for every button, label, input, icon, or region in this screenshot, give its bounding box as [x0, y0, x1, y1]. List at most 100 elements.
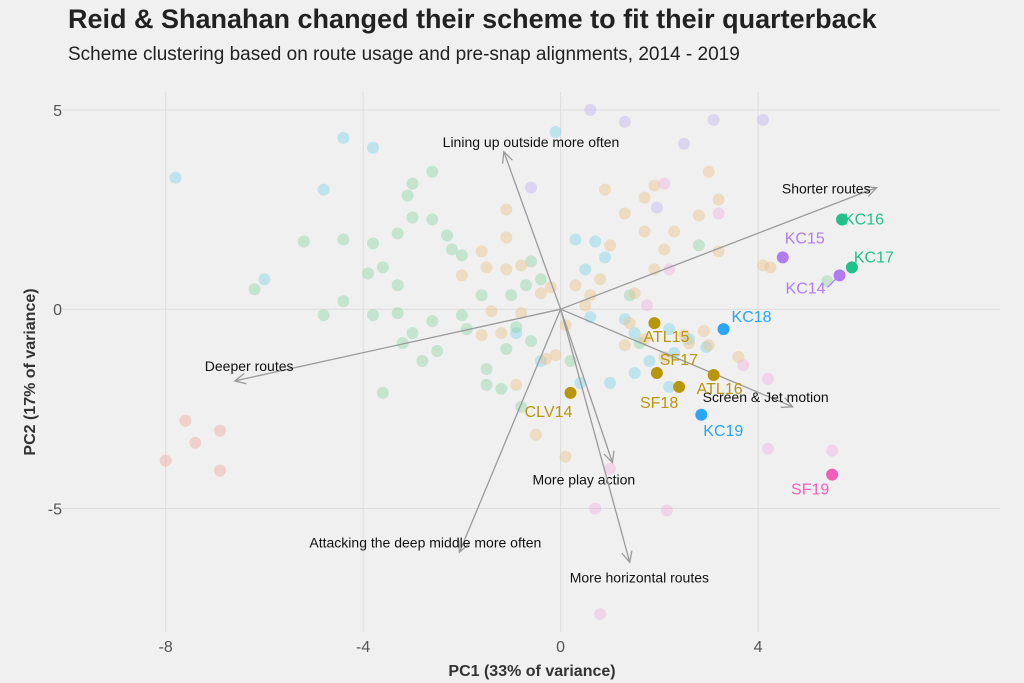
highlighted-point	[776, 251, 789, 264]
team-label: CLV14	[525, 404, 573, 421]
team-season-point	[682, 337, 695, 350]
team-season-point	[510, 321, 523, 334]
team-season-point	[500, 231, 513, 244]
team-season-point	[579, 299, 592, 312]
loading-label: Lining up outside more often	[443, 134, 620, 150]
highlighted-point	[564, 386, 577, 399]
team-season-point	[391, 307, 404, 320]
team-season-point	[159, 454, 172, 467]
team-season-point	[579, 263, 592, 276]
team-season-point	[396, 337, 409, 350]
team-season-point	[638, 225, 651, 238]
y-axis-label: PC2 (17% of variance)	[22, 288, 39, 455]
team-season-point	[732, 351, 745, 364]
chart-subtitle: Scheme clustering based on route usage a…	[68, 44, 740, 65]
team-season-point	[737, 358, 750, 371]
team-season-point	[678, 329, 691, 342]
y-tick-label: -5	[48, 501, 62, 518]
team-season-point	[391, 227, 404, 240]
team-season-point	[179, 414, 192, 427]
team-season-point	[525, 181, 537, 194]
team-label: ATL16	[697, 381, 743, 398]
team-season-point	[495, 382, 508, 395]
team-season-point	[549, 349, 562, 362]
team-season-point	[317, 309, 330, 322]
highlighted-point	[845, 261, 858, 274]
team-label: KC18	[732, 309, 772, 326]
team-season-point	[297, 235, 310, 248]
team-season-point	[426, 213, 439, 226]
grid-lines	[62, 92, 1000, 632]
loading-arrow-head	[458, 540, 469, 554]
highlighted-points: KC16 KC17 KC15 KC14 KC18 KC19 ATL15 SF17 SF18 ATL…	[525, 212, 894, 499]
team-season-point	[668, 225, 681, 238]
team-season-point	[584, 289, 597, 302]
team-season-point	[515, 259, 528, 272]
team-season-point	[495, 327, 508, 340]
team-season-point	[475, 245, 488, 258]
loading-arrows: Shorter routes Lining up outside more oft…	[205, 134, 878, 585]
team-season-point	[455, 309, 468, 322]
loading-arrow-line	[560, 308, 793, 408]
x-tick-label: 4	[754, 639, 763, 656]
team-season-point	[700, 341, 713, 354]
team-season-point	[643, 355, 656, 368]
team-season-point	[189, 436, 202, 449]
team-season-point	[826, 444, 839, 457]
team-season-point	[603, 376, 616, 389]
team-season-point	[702, 165, 715, 178]
team-season-point	[455, 269, 468, 282]
x-axis-label: PC1 (33% of variance)	[448, 663, 615, 680]
team-season-point	[599, 183, 612, 196]
team-season-point	[525, 255, 537, 268]
loading-label: Attacking the deep middle more often	[309, 534, 541, 550]
team-season-point	[376, 261, 389, 274]
y-tick-label: 5	[53, 103, 62, 120]
team-season-point	[618, 313, 631, 326]
team-season-point	[317, 183, 330, 196]
label-leader-line	[827, 278, 836, 288]
loading-arrow-head	[621, 550, 633, 564]
team-season-point	[623, 289, 636, 302]
loading-arrow-line	[458, 308, 562, 553]
team-season-point	[534, 287, 547, 300]
team-season-point	[248, 283, 261, 296]
team-season-point	[712, 193, 725, 206]
x-tick-label: -4	[356, 639, 370, 656]
team-label: SF17	[660, 352, 698, 369]
team-season-point	[663, 323, 676, 336]
loading-arrow-head	[603, 450, 615, 465]
team-season-point	[761, 442, 774, 455]
y-tick-label: 0	[53, 302, 62, 319]
team-season-point	[584, 103, 597, 116]
team-season-point	[618, 207, 631, 220]
team-season-point	[500, 343, 513, 356]
team-season-point	[697, 325, 710, 338]
team-season-point	[559, 450, 572, 463]
team-season-point	[337, 295, 350, 308]
team-season-point	[337, 233, 350, 246]
team-label: KC14	[786, 280, 826, 297]
team-season-point	[638, 191, 651, 204]
loading-label: Shorter routes	[782, 181, 871, 197]
team-season-point	[406, 327, 419, 340]
highlighted-point	[650, 366, 663, 379]
team-season-point	[510, 378, 523, 391]
team-season-point	[660, 504, 673, 517]
highlighted-point	[836, 213, 849, 226]
team-season-point	[658, 243, 671, 256]
team-season-point	[367, 141, 380, 154]
team-season-point	[761, 372, 774, 385]
team-season-point	[641, 299, 654, 312]
team-season-point	[549, 125, 562, 138]
team-season-point	[589, 235, 602, 248]
highlighted-point	[695, 408, 708, 421]
loading-arrow-line	[560, 187, 877, 310]
team-season-point	[367, 237, 380, 250]
team-season-point	[446, 243, 459, 256]
team-season-point	[692, 239, 705, 252]
team-season-point	[712, 245, 725, 258]
team-season-point	[376, 386, 389, 399]
team-season-point	[628, 366, 641, 379]
team-season-point	[594, 273, 607, 286]
